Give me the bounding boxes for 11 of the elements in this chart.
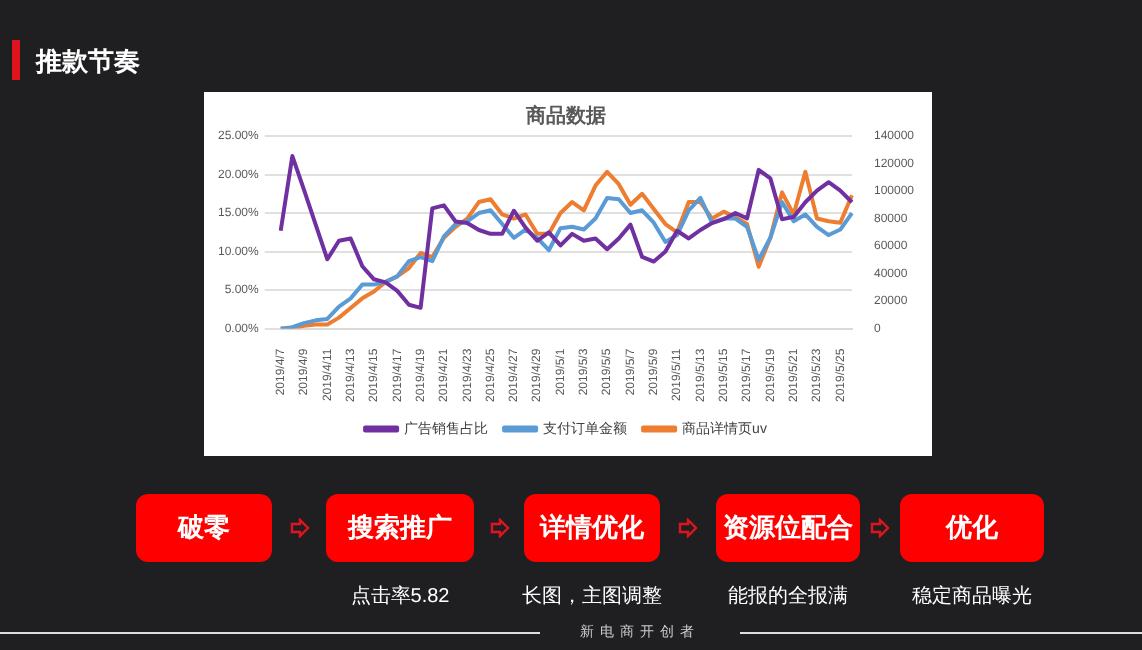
chart-title: 商品数据: [524, 103, 606, 128]
text: 优化: [946, 510, 998, 546]
text: 点击率5.82: [348, 583, 452, 610]
text: 搜索推广: [348, 510, 452, 546]
text: 稳定商品曝光: [910, 583, 1034, 610]
text: 详情优化: [540, 510, 644, 546]
text: 能报的全报满: [726, 583, 850, 610]
text: 推款节奏: [36, 44, 140, 80]
text: 破零: [178, 510, 230, 546]
text: 资源位配合: [723, 510, 853, 546]
text: 长图，主图调整: [520, 583, 664, 610]
